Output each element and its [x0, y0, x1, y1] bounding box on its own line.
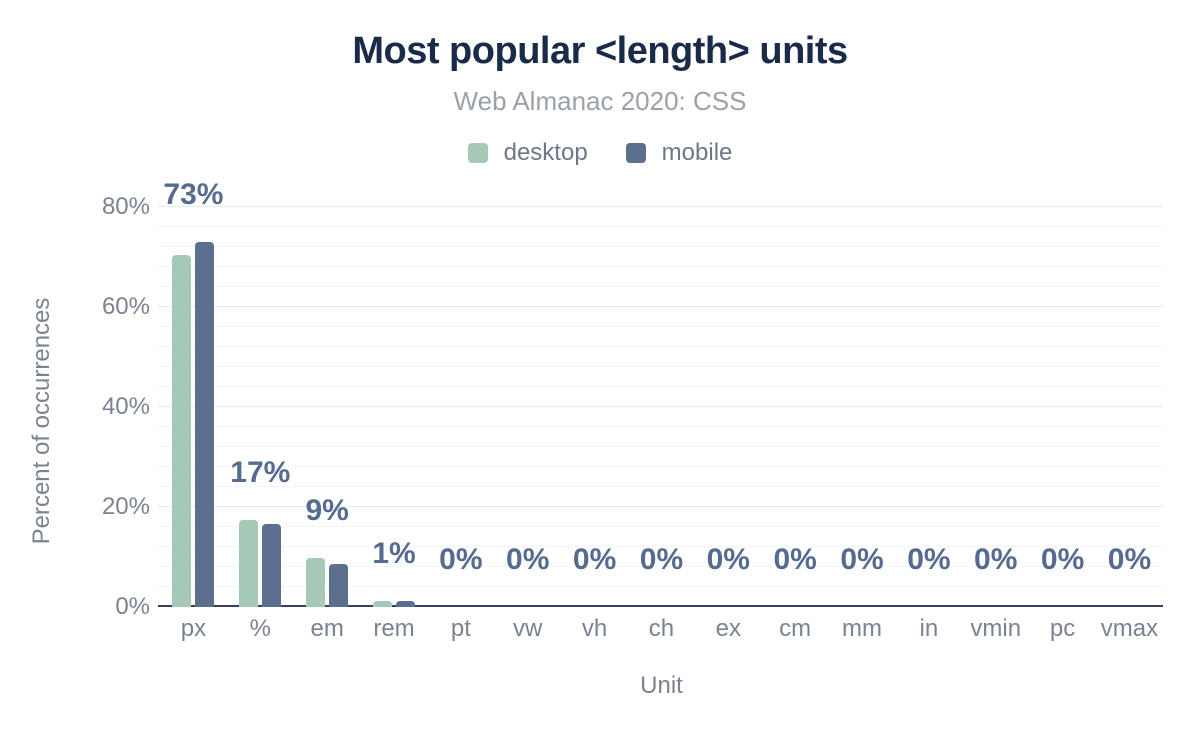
y-tick-label: 20% [101, 493, 150, 520]
bar-value-label: 73% [163, 178, 224, 211]
category-vmax: 0% vmax [1096, 207, 1163, 641]
minor-gridline [158, 246, 1163, 247]
category-ch: 0% ch [628, 207, 695, 641]
x-axis-line [158, 605, 1163, 607]
major-gridline [158, 506, 1163, 507]
minor-gridline [158, 386, 1163, 387]
bar-value-label: 0% [1107, 543, 1152, 576]
bar-value-label: 0% [572, 543, 617, 576]
category-cm: 0% cm [762, 207, 829, 641]
minor-gridline [158, 426, 1163, 427]
minor-gridline [158, 546, 1163, 547]
x-tick-label-pt: pt [450, 615, 471, 642]
legend-item-desktop[interactable]: desktop [467, 139, 588, 167]
y-tick-label: 60% [101, 293, 150, 320]
category-%: 17%% [227, 207, 294, 641]
minor-gridline [158, 486, 1163, 487]
bar-value-label: 0% [907, 543, 951, 576]
category-vmin: 0% vmin [962, 207, 1029, 641]
y-tick-label: 80% [101, 193, 150, 220]
x-tick-label-vmax: vmax [1100, 615, 1159, 642]
minor-gridline [158, 526, 1163, 527]
category-ex: 0% ex [695, 207, 762, 641]
category-pc: 0% pc [1029, 207, 1096, 641]
category-in: 0% in [895, 207, 962, 641]
x-tick-label-pc: pc [1049, 615, 1076, 642]
y-tick-label: 40% [101, 393, 150, 420]
minor-gridline [158, 346, 1163, 347]
mobile-bar-em [329, 563, 349, 607]
x-tick-label-em: em [310, 615, 344, 642]
x-axis-title: Unit [640, 672, 683, 699]
mobile-bar-% [262, 524, 282, 607]
minor-gridline [158, 326, 1163, 327]
minor-gridline [158, 566, 1163, 567]
x-tick-label-vh: vh [581, 615, 608, 642]
x-tick-label-mm: mm [842, 615, 883, 642]
x-tick-label-rem: rem [373, 615, 415, 642]
minor-gridline [158, 366, 1163, 367]
bar-pair [373, 600, 415, 607]
major-gridline [158, 306, 1163, 307]
mobile-bar-rem [396, 600, 415, 607]
legend-swatch-mobile [625, 143, 646, 163]
minor-gridline [158, 466, 1163, 467]
category-px: 73% px [160, 180, 227, 641]
x-tick-label-cm: cm [779, 615, 812, 642]
bar-value-label: 0% [974, 543, 1018, 576]
bar-pair [172, 242, 215, 607]
minor-gridline [158, 286, 1163, 287]
category-rem: 1% rem [361, 207, 428, 641]
bar-value-label: 0% [639, 543, 684, 576]
bar-pair [306, 558, 349, 607]
desktop-bar-px [172, 254, 192, 607]
minor-gridline [158, 226, 1163, 227]
bar-value-label: 17% [230, 455, 291, 489]
bar-value-label: 9% [305, 494, 349, 527]
category-vw: 0% vw [494, 207, 561, 641]
chart-subtitle: Web Almanac 2020: CSS [453, 86, 747, 116]
major-gridline [158, 206, 1163, 207]
minor-gridline [158, 446, 1163, 447]
major-gridline [158, 406, 1163, 407]
bar-pair [239, 519, 282, 607]
category-vh: 0% vh [561, 207, 628, 641]
x-tick-label-ex: ex [715, 615, 741, 642]
x-tick-label-px: px [180, 615, 207, 642]
category-pt: 0% pt [427, 207, 494, 641]
x-tick-label-vw: vw [513, 615, 543, 642]
y-axis: 0% 20% 40% 60% 80% [0, 195, 150, 619]
legend-label: desktop [503, 139, 588, 166]
desktop-bar-em [306, 558, 326, 607]
desktop-bar-rem [373, 601, 392, 607]
legend: desktop mobile [0, 139, 1200, 167]
bar-value-label: 0% [773, 543, 817, 576]
x-tick-label-%: % [249, 615, 271, 642]
minor-gridline [158, 266, 1163, 267]
bar-value-label: 0% [706, 543, 750, 576]
bar-value-label: 0% [840, 543, 884, 576]
legend-swatch-desktop [467, 143, 488, 163]
legend-item-mobile[interactable]: mobile [625, 139, 733, 167]
bar-value-label: 0% [506, 543, 550, 576]
x-tick-label-vmin: vmin [970, 615, 1022, 642]
bar-value-label: 0% [1040, 543, 1085, 576]
chart-title: Most popular <length> units [352, 30, 848, 72]
desktop-bar-% [239, 519, 259, 607]
x-tick-label-in: in [919, 615, 939, 642]
category-mm: 0% mm [829, 207, 896, 641]
x-tick-label-ch: ch [648, 615, 675, 642]
category-em: 9% em [294, 207, 361, 641]
plot-area: 73% px 17%% 9% em 1% rem 0% pt 0% vw 0% vh 0% ch 0% ex 0%… [158, 180, 1163, 641]
y-tick-label: 0% [115, 593, 150, 620]
bar-value-label: 1% [372, 536, 416, 570]
legend-label: mobile [661, 139, 733, 166]
bar-value-label: 0% [439, 543, 483, 576]
minor-gridline [158, 586, 1163, 587]
mobile-bar-px [195, 242, 215, 607]
